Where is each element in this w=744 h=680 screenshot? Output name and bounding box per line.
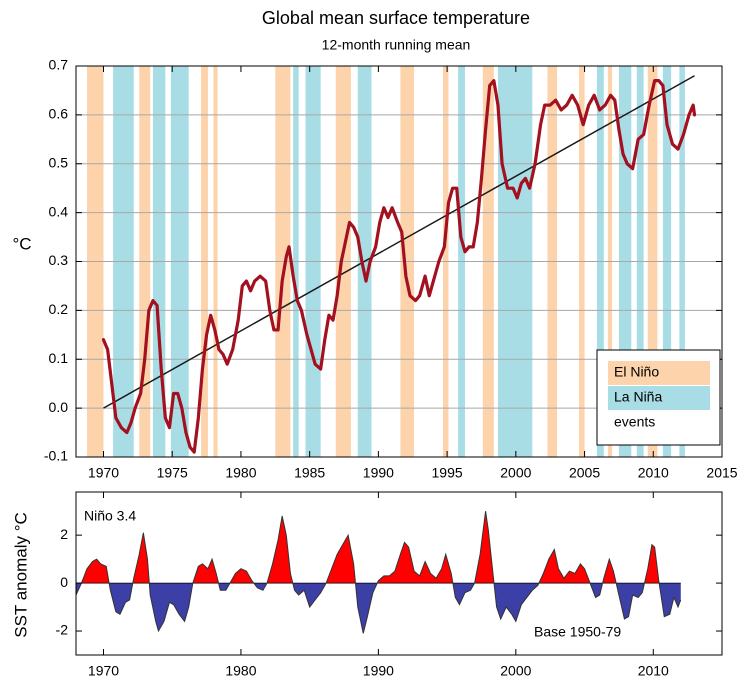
anomaly-line xyxy=(75,511,682,634)
x-tick-label: 2010 xyxy=(638,663,669,679)
legend-note: events xyxy=(614,414,655,430)
y-tick-label: 2 xyxy=(60,526,68,542)
y-tick-label: 0 xyxy=(60,574,68,590)
x-tick-label: 1990 xyxy=(363,465,394,481)
chart-title: Global mean surface temperature xyxy=(262,8,530,28)
y-tick-label: 0.2 xyxy=(49,301,69,317)
legend-label: La Niña xyxy=(614,389,662,405)
negative-area xyxy=(76,583,681,634)
x-tick-label: 1980 xyxy=(225,465,256,481)
x-tick-label: 1970 xyxy=(88,465,119,481)
x-tick-label: 1975 xyxy=(157,465,188,481)
y-tick-label: 0.1 xyxy=(49,350,69,366)
y-tick-label: 0.3 xyxy=(49,252,69,268)
x-tick-label: 1990 xyxy=(363,663,394,679)
x-tick-label: 1985 xyxy=(294,465,325,481)
y-tick-label: 0.4 xyxy=(49,203,69,219)
x-tick-label: 2000 xyxy=(500,663,531,679)
trend-line xyxy=(103,75,695,409)
plot-frame xyxy=(75,491,723,656)
x-tick-label: 2000 xyxy=(500,465,531,481)
temperature-line xyxy=(101,79,697,454)
x-tick-label: 1980 xyxy=(225,663,256,679)
y-tick-label: 0.7 xyxy=(49,57,69,73)
annotation: Niño 3.4 xyxy=(84,508,136,524)
y-tick-label: 0.6 xyxy=(49,106,69,122)
y-tick-label: -2 xyxy=(56,622,69,638)
annotation: Base 1950-79 xyxy=(534,624,621,640)
y-axis-label: °C xyxy=(12,234,31,253)
positive-area xyxy=(76,511,681,584)
chart-subtitle: 12-month running mean xyxy=(322,37,471,53)
legend-swatch xyxy=(608,386,710,410)
plot-frame xyxy=(75,65,723,458)
x-tick-label: 1995 xyxy=(432,465,463,481)
y-axis-label: SST anomaly °C xyxy=(11,512,30,638)
y-tick-label: 0.5 xyxy=(49,154,69,170)
x-tick-label: 1970 xyxy=(88,663,119,679)
legend-swatch xyxy=(608,361,710,385)
x-tick-label: 2010 xyxy=(638,465,669,481)
y-tick-label: -0.1 xyxy=(44,448,68,464)
x-tick-label: 2005 xyxy=(569,465,600,481)
legend-label: El Niño xyxy=(614,364,659,380)
x-tick-label: 2015 xyxy=(706,465,737,481)
y-tick-label: 0.0 xyxy=(49,399,69,415)
